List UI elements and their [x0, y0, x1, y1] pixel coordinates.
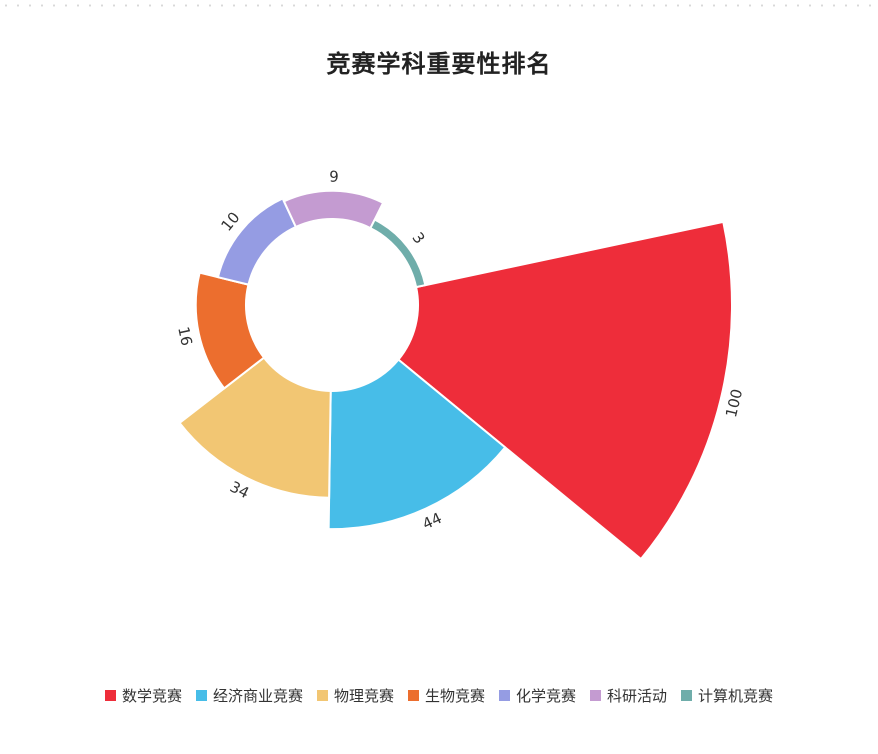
value-label-economics-business: 44: [420, 509, 445, 533]
rose-sector-economics-business[interactable]: [327, 358, 507, 531]
legend-swatch: [316, 690, 328, 701]
chart-title: 竞赛学科重要性排名: [326, 50, 552, 78]
rose-sector-physics[interactable]: [178, 356, 332, 499]
legend-swatch: [104, 690, 116, 701]
rose-sector-math[interactable]: [397, 220, 733, 561]
legend-label: 生物竞赛: [424, 687, 485, 705]
legend-swatch: [499, 690, 510, 701]
legend-item-computer[interactable]: 计算机竞赛: [681, 685, 773, 706]
rose-sector-chemistry[interactable]: [216, 197, 298, 286]
top-decoration: [0, 4, 878, 7]
value-label-computer: 3: [409, 229, 429, 248]
legend-swatch: [681, 690, 693, 701]
legend-item-biology[interactable]: 生物竞赛: [407, 685, 485, 706]
value-label-math: 100: [722, 387, 746, 419]
legend-item-physics[interactable]: 物理竞赛: [316, 685, 394, 706]
value-label-chemistry: 10: [217, 208, 243, 234]
legend-label: 数学竞赛: [121, 687, 182, 705]
legend-label: 科研活动: [607, 687, 668, 705]
value-label-physics: 34: [227, 478, 252, 503]
legend-swatch: [590, 690, 602, 701]
legend-swatch: [195, 690, 207, 701]
legend-label: 计算机竞赛: [698, 687, 774, 705]
legend-label: 经济商业竞赛: [212, 687, 303, 705]
legend-item-economics-business[interactable]: 经济商业竞赛: [195, 685, 303, 706]
legend-item-research[interactable]: 科研活动: [590, 685, 667, 706]
legend-label: 物理竞赛: [333, 687, 394, 705]
legend-label: 化学竞赛: [516, 687, 577, 705]
value-label-research: 9: [329, 168, 339, 186]
legend-item-math[interactable]: 数学竞赛: [104, 685, 182, 706]
rose-sector-computer[interactable]: [369, 218, 427, 289]
rose-sector-research[interactable]: [282, 189, 385, 230]
rose-sector-biology[interactable]: [194, 271, 266, 390]
legend: 数学竞赛 经济商业竞赛 物理竞赛 生物竞赛 化学竞赛 科研活动 计算机竞赛: [0, 685, 878, 706]
legend-swatch: [407, 690, 419, 701]
value-label-biology: 16: [174, 325, 196, 347]
legend-item-chemistry[interactable]: 化学竞赛: [499, 685, 576, 706]
